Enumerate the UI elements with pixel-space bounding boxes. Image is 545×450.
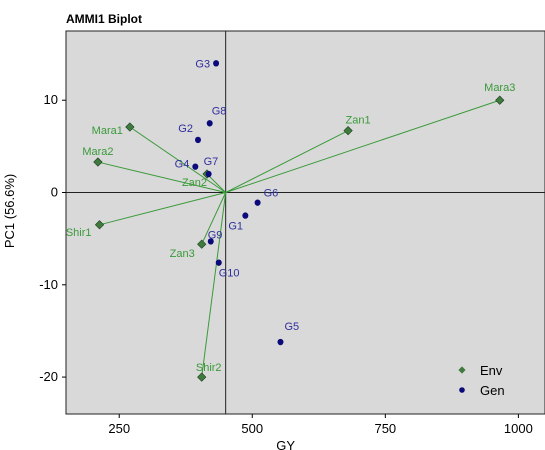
env-label: Shir2 [196,362,222,374]
y-axis-title: PC1 (56.6%) [2,174,17,248]
gen-label: G4 [175,159,190,171]
gen-point-g1 [242,212,249,219]
env-vector-zan1 [225,130,349,193]
legend-env-marker [458,366,466,374]
gen-label: G1 [228,221,243,233]
x-tick-label: 250 [108,421,130,436]
y-tick-label: 10 [44,92,58,107]
gen-point-g3 [213,60,220,67]
gen-label: G10 [219,268,240,280]
env-label: Shir1 [66,227,92,239]
env-label: Zan1 [346,115,371,127]
gen-point-g7 [205,170,212,178]
env-vector-mara2 [97,161,226,193]
plot-area [65,30,545,415]
env-point-shir1 [94,220,105,230]
legend-gen-marker [459,387,465,393]
legend-env-label: Env [480,363,503,378]
env-label: Zan3 [170,248,195,260]
env-point-zan1 [343,126,353,136]
data-marks: Mara3 Zan1 Mara1 Mara2 Zan2 Shir1 Zan3 Shir2 G3 G… [66,58,515,382]
gen-label: G5 [284,321,299,333]
gen-label: G3 [195,58,210,70]
env-label: Mara3 [484,82,515,94]
env-label: Zan2 [182,177,207,189]
y-tick-label: -10 [39,277,58,292]
env-point-mara3 [495,95,505,105]
gen-point-g8 [206,120,213,127]
env-vector-zan3 [201,192,227,245]
env-vector-shir1 [99,192,226,226]
reference-lines [66,31,545,414]
y-tick-label: 0 [51,185,58,200]
chart-title: AMMI1 Biplot [66,12,142,26]
gen-point-g2 [194,136,201,144]
axes: 250 500 750 1000 -20 -10 0 10 [39,92,533,436]
gen-label: G2 [178,123,193,135]
legend: Env Gen [458,363,505,398]
env-point-mara2 [93,157,103,167]
gen-label: G8 [212,105,227,117]
env-vector-mara1 [129,126,226,193]
gen-point-g9 [207,238,214,245]
x-tick-label: 1000 [504,421,533,436]
env-label: Mara1 [92,125,123,137]
env-vector-mara3 [225,99,500,193]
env-point-zan3 [197,239,207,249]
env-point-mara1 [125,122,135,132]
x-tick-label: 750 [374,421,396,436]
y-tick-label: -20 [39,369,58,384]
legend-gen-label: Gen [480,383,505,398]
x-tick-label: 500 [241,421,263,436]
gen-label: G6 [264,188,279,200]
x-axis-title: GY [276,438,295,450]
gen-point-g6 [254,199,261,206]
gen-label: G9 [208,229,223,241]
gen-point-g5 [277,338,284,346]
env-vectors [97,99,500,378]
env-point-shir2 [197,372,207,382]
env-label: Mara2 [82,146,113,158]
gen-point-g10 [215,259,222,266]
env-vector-zan2 [206,173,227,193]
gen-label: G7 [204,156,219,168]
gen-point-g4 [192,163,199,170]
env-vector-shir2 [201,192,227,378]
